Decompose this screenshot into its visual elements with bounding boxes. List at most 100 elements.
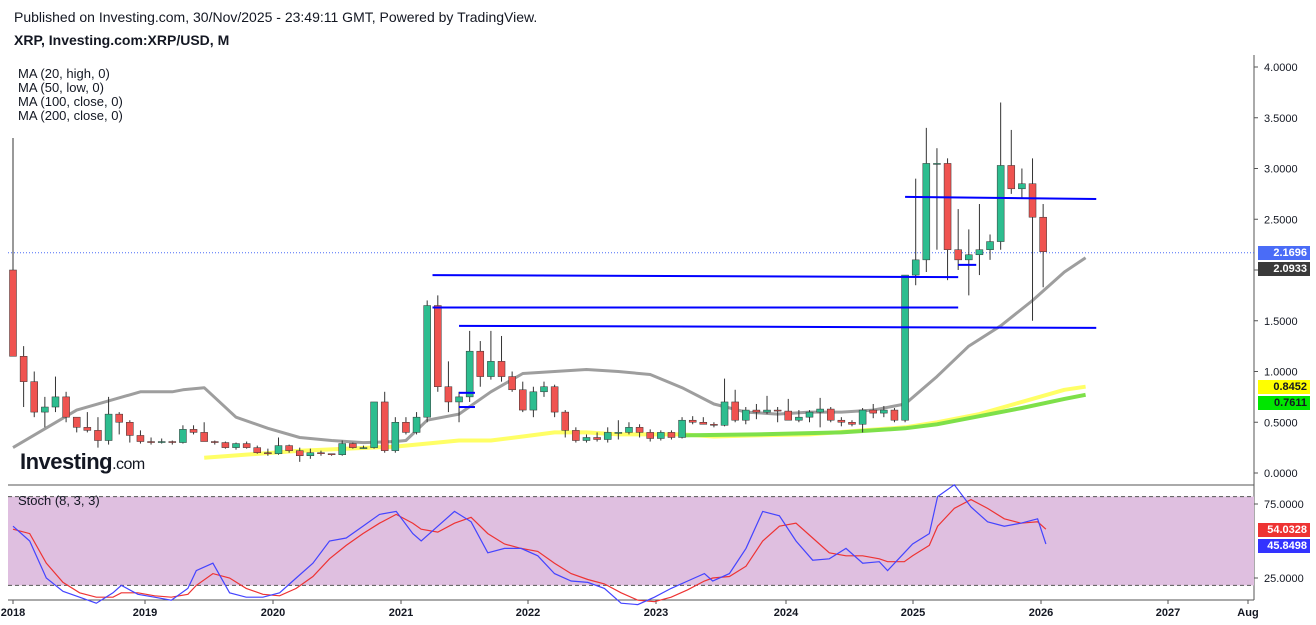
candle-body[interactable] <box>710 424 718 426</box>
candle-body[interactable] <box>720 401 729 426</box>
candle-body[interactable] <box>327 453 336 455</box>
candle-body[interactable] <box>444 386 453 403</box>
candle-body[interactable] <box>911 259 920 276</box>
candle-body[interactable] <box>41 406 49 413</box>
candle-body[interactable] <box>603 432 612 440</box>
candle-body[interactable] <box>540 386 548 393</box>
candle-body[interactable] <box>242 443 251 448</box>
candle-body[interactable] <box>550 386 559 413</box>
candle-body[interactable] <box>965 254 973 261</box>
candle-body[interactable] <box>816 408 824 413</box>
candle-body[interactable] <box>136 435 145 442</box>
candle-body[interactable] <box>19 356 28 382</box>
candle-body[interactable] <box>232 443 240 448</box>
candle-body[interactable] <box>391 422 400 451</box>
candle-body[interactable] <box>476 350 485 377</box>
stoch-label[interactable]: Stoch (8, 3, 3) <box>18 493 100 508</box>
candle-body[interactable] <box>285 445 293 451</box>
trendline[interactable] <box>459 324 1097 329</box>
candle-body[interactable] <box>9 269 17 357</box>
candle-body[interactable] <box>657 432 665 439</box>
candle-body[interactable] <box>200 432 208 442</box>
candle-body[interactable] <box>359 447 368 449</box>
candle-body[interactable] <box>646 432 654 439</box>
candle-body[interactable] <box>890 409 899 421</box>
candle-body[interactable] <box>625 427 633 433</box>
candle-body[interactable] <box>1039 216 1047 252</box>
candle-body[interactable] <box>274 445 283 454</box>
candle-body[interactable] <box>975 249 984 256</box>
candle-body[interactable] <box>869 409 877 414</box>
candle-body[interactable] <box>572 430 580 441</box>
candle-body[interactable] <box>593 437 601 440</box>
candle-body[interactable] <box>731 401 739 421</box>
candle-body[interactable] <box>83 427 92 431</box>
candle-body[interactable] <box>1007 165 1016 190</box>
candle-body[interactable] <box>784 410 793 421</box>
candle-body[interactable] <box>147 441 155 443</box>
candle-body[interactable] <box>497 361 506 377</box>
candle-body[interactable] <box>922 163 931 261</box>
candle-body[interactable] <box>954 249 962 261</box>
candle-body[interactable] <box>465 350 474 398</box>
candle-body[interactable] <box>306 452 315 456</box>
candle-body[interactable] <box>253 447 262 453</box>
candle-body[interactable] <box>338 443 346 455</box>
candle-body[interactable] <box>168 441 177 443</box>
candle-body[interactable] <box>72 416 81 428</box>
candle-body[interactable] <box>221 442 230 448</box>
candle-body[interactable] <box>996 165 1005 242</box>
candle-body[interactable] <box>189 429 198 433</box>
candle-body[interactable] <box>901 274 909 421</box>
candle-body[interactable] <box>508 376 516 391</box>
candle-body[interactable] <box>317 452 325 454</box>
candle-body[interactable] <box>986 241 994 250</box>
candle-body[interactable] <box>678 419 686 438</box>
candle-body[interactable] <box>582 437 591 441</box>
candle-body[interactable] <box>742 409 750 421</box>
candle-body[interactable] <box>1018 183 1026 190</box>
candle-body[interactable] <box>157 441 166 443</box>
candle-body[interactable] <box>62 396 70 418</box>
candle-body[interactable] <box>752 409 761 413</box>
trendline[interactable] <box>432 274 959 279</box>
candle-body[interactable] <box>487 361 495 377</box>
candle-body[interactable] <box>795 416 803 421</box>
candle-body[interactable] <box>805 411 814 418</box>
candle-body[interactable] <box>519 389 527 411</box>
candle-body[interactable] <box>837 419 846 423</box>
candle-body[interactable] <box>115 413 123 423</box>
candle-body[interactable] <box>635 427 644 433</box>
candle-body[interactable] <box>51 396 60 408</box>
candle-body[interactable] <box>763 409 771 413</box>
candle-body[interactable] <box>434 305 442 387</box>
candle-body[interactable] <box>104 413 113 441</box>
candle-body[interactable] <box>561 411 569 431</box>
candle-body[interactable] <box>667 432 676 438</box>
candle-body[interactable] <box>699 422 708 425</box>
candle-body[interactable] <box>295 450 304 456</box>
candle-body[interactable] <box>858 409 867 425</box>
candle-body[interactable] <box>412 416 421 433</box>
ma-label-20[interactable]: MA (20, high, 0) <box>18 66 110 81</box>
candle-body[interactable] <box>848 422 856 425</box>
candle-body[interactable] <box>211 441 219 443</box>
candle-body[interactable] <box>179 429 187 443</box>
candle-body[interactable] <box>773 409 782 412</box>
ma-label-50[interactable]: MA (50, low, 0) <box>18 80 104 95</box>
candle-body[interactable] <box>1028 183 1037 218</box>
candle-body[interactable] <box>614 432 623 434</box>
candle-body[interactable] <box>380 401 389 451</box>
candle-body[interactable] <box>943 163 952 250</box>
candle-body[interactable] <box>126 422 134 436</box>
candle-body[interactable] <box>826 408 835 421</box>
candle-body[interactable] <box>529 391 538 411</box>
candle-body[interactable] <box>94 430 102 441</box>
candle-body[interactable] <box>933 163 941 165</box>
candle-body[interactable] <box>423 305 431 418</box>
candle-body[interactable] <box>370 401 378 448</box>
candle-body[interactable] <box>30 381 38 413</box>
ma-label-200[interactable]: MA (200, close, 0) <box>18 108 123 123</box>
candle-body[interactable] <box>688 419 697 423</box>
